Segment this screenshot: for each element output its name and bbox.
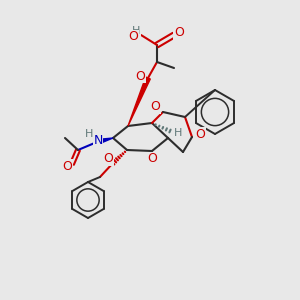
Text: O: O (147, 152, 157, 166)
Text: O: O (128, 31, 138, 44)
Text: H: H (85, 129, 93, 139)
Text: O: O (174, 26, 184, 40)
Text: O: O (135, 70, 145, 83)
Text: N: N (93, 134, 103, 148)
Text: O: O (195, 128, 205, 140)
Text: O: O (150, 100, 160, 113)
Polygon shape (96, 138, 113, 144)
Polygon shape (128, 77, 150, 126)
Text: O: O (103, 152, 113, 166)
Text: H: H (132, 26, 140, 36)
Text: O: O (62, 160, 72, 172)
Text: H: H (174, 128, 182, 138)
